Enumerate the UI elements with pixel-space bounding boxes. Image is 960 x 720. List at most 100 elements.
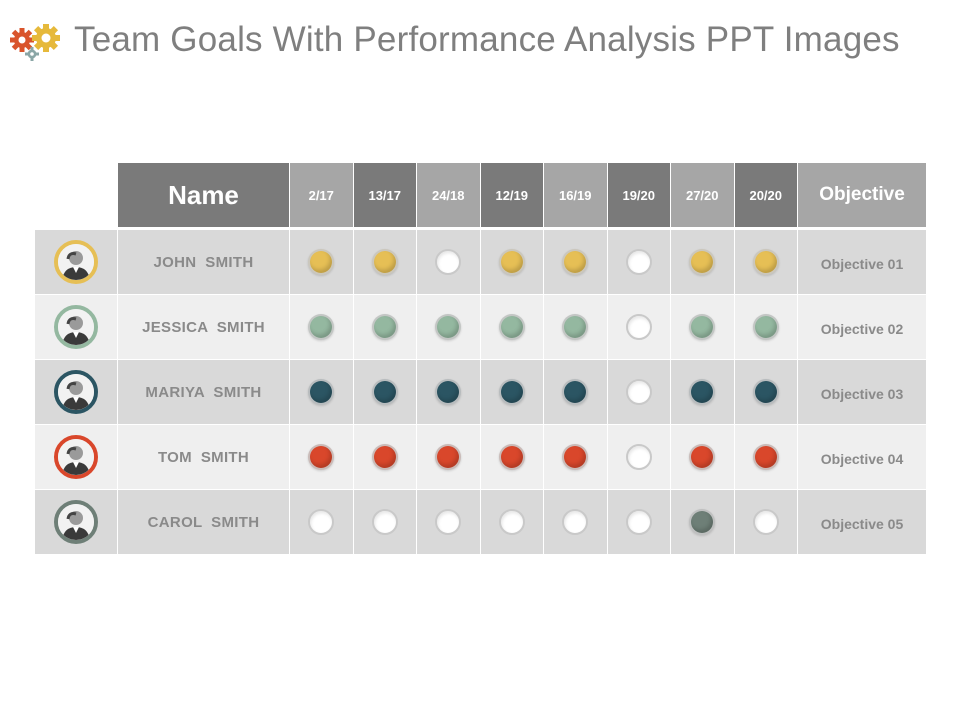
status-cell — [417, 490, 480, 554]
avatar-cell — [35, 295, 117, 359]
person-name: MARIYA SMITH — [118, 360, 289, 424]
date-header: 2/17 — [290, 163, 353, 227]
status-dot-filled — [752, 379, 779, 405]
status-dot-empty — [371, 509, 398, 535]
status-dot-filled — [689, 379, 716, 405]
status-cell — [734, 295, 797, 359]
status-dot-filled — [498, 249, 525, 275]
status-dot-filled — [308, 379, 335, 405]
status-cell — [671, 490, 734, 554]
objective-label: Objective 05 — [798, 490, 926, 554]
person-name: TOM SMITH — [118, 425, 289, 489]
status-cell — [290, 360, 353, 424]
status-dot-filled — [752, 444, 779, 470]
status-dot-empty — [752, 509, 779, 535]
status-dot-filled — [562, 379, 589, 405]
status-cell — [480, 360, 543, 424]
status-cell — [607, 425, 670, 489]
date-header: 13/17 — [353, 163, 416, 227]
status-cell — [353, 425, 416, 489]
person-photo-icon — [58, 374, 94, 410]
avatar — [54, 240, 98, 284]
avatar-cell — [35, 490, 117, 554]
status-cell — [480, 425, 543, 489]
name-header: Name — [118, 163, 289, 227]
person-photo-icon — [58, 244, 94, 280]
avatar-cell — [35, 230, 117, 294]
person-photo-icon — [58, 439, 94, 475]
status-cell — [353, 360, 416, 424]
status-dot-filled — [689, 444, 716, 470]
status-dot-empty — [625, 444, 652, 470]
status-cell — [290, 490, 353, 554]
status-cell — [417, 295, 480, 359]
status-cell — [353, 230, 416, 294]
status-dot-empty — [625, 314, 652, 340]
status-cell — [607, 295, 670, 359]
status-cell — [671, 425, 734, 489]
objective-label: Objective 03 — [798, 360, 926, 424]
avatar — [54, 305, 98, 349]
status-cell — [734, 360, 797, 424]
status-dot-empty — [498, 509, 525, 535]
status-cell — [607, 230, 670, 294]
status-dot-filled — [498, 444, 525, 470]
avatar-cell — [35, 425, 117, 489]
status-cell — [544, 230, 607, 294]
status-cell — [417, 230, 480, 294]
page-title: Team Goals With Performance Analysis PPT… — [74, 20, 900, 59]
status-cell — [671, 230, 734, 294]
status-dot-filled — [498, 379, 525, 405]
status-dot-empty — [625, 379, 652, 405]
status-cell — [353, 295, 416, 359]
status-dot-filled — [435, 444, 462, 470]
status-cell — [544, 360, 607, 424]
status-cell — [290, 295, 353, 359]
status-cell — [480, 230, 543, 294]
status-cell — [353, 490, 416, 554]
person-name: JOHN SMITH — [118, 230, 289, 294]
status-dot-filled — [752, 314, 779, 340]
status-dot-filled — [689, 249, 716, 275]
status-dot-filled — [308, 249, 335, 275]
date-header: 20/20 — [734, 163, 797, 227]
status-dot-empty — [562, 509, 589, 535]
status-dot-filled — [562, 314, 589, 340]
status-cell — [607, 490, 670, 554]
status-cell — [607, 360, 670, 424]
title-bar: Team Goals With Performance Analysis PPT… — [8, 14, 900, 66]
status-dot-filled — [498, 314, 525, 340]
status-cell — [417, 360, 480, 424]
status-dot-filled — [689, 314, 716, 340]
status-cell — [544, 490, 607, 554]
status-cell — [290, 425, 353, 489]
status-dot-empty — [435, 249, 462, 275]
status-cell — [734, 490, 797, 554]
date-header: 24/18 — [417, 163, 480, 227]
date-header: 27/20 — [671, 163, 734, 227]
status-cell — [671, 295, 734, 359]
avatar — [54, 370, 98, 414]
objective-label: Objective 02 — [798, 295, 926, 359]
person-name: JESSICA SMITH — [118, 295, 289, 359]
status-dot-empty — [625, 509, 652, 535]
date-header: 16/19 — [544, 163, 607, 227]
avatar — [54, 500, 98, 544]
status-cell — [671, 360, 734, 424]
status-dot-filled — [308, 444, 335, 470]
status-dot-filled — [371, 314, 398, 340]
objective-label: Objective 01 — [798, 230, 926, 294]
status-dot-filled — [371, 379, 398, 405]
status-dot-filled — [752, 249, 779, 275]
status-cell — [290, 230, 353, 294]
status-cell — [734, 425, 797, 489]
date-header: 12/19 — [480, 163, 543, 227]
status-dot-filled — [308, 314, 335, 340]
status-cell — [734, 230, 797, 294]
status-dot-filled — [562, 249, 589, 275]
status-dot-filled — [562, 444, 589, 470]
status-dot-empty — [435, 509, 462, 535]
status-cell — [480, 295, 543, 359]
date-header: 19/20 — [607, 163, 670, 227]
gears-icon — [10, 24, 60, 61]
